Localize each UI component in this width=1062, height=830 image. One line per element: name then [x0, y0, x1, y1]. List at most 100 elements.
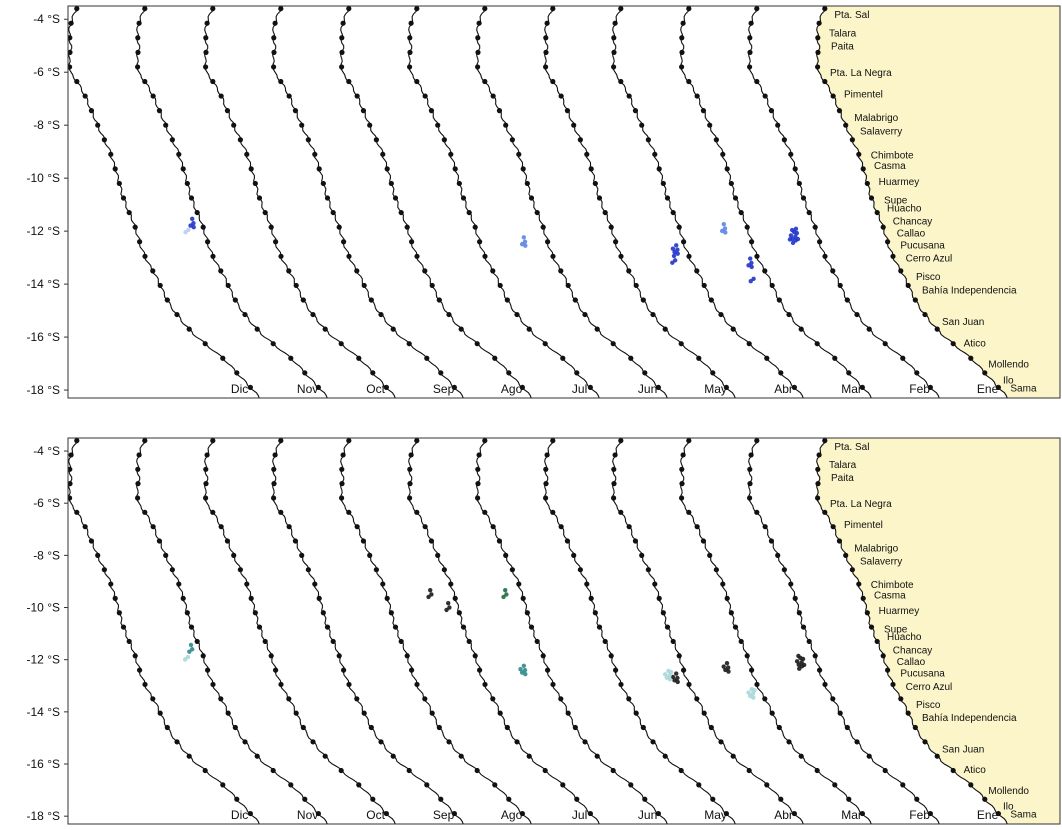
coast-marker — [339, 481, 345, 487]
coast-marker — [378, 311, 384, 318]
coast-marker — [150, 93, 156, 99]
town-label: Bahía Independencia — [922, 713, 1017, 724]
coast-marker — [602, 209, 608, 216]
coast-marker — [135, 49, 141, 55]
coast-marker — [514, 311, 520, 318]
coastline-abr — [611, 438, 804, 824]
coast-marker — [565, 710, 571, 716]
coast-marker — [210, 6, 216, 12]
coast-marker — [618, 438, 624, 444]
coast-marker — [231, 552, 237, 558]
coast-marker — [422, 268, 428, 274]
coastline-nov — [135, 6, 328, 398]
coastline-ene — [815, 6, 1008, 398]
coast-marker — [174, 311, 180, 318]
coast-marker — [686, 253, 692, 259]
catch-cluster-jul — [426, 587, 434, 600]
coast-marker — [762, 268, 768, 274]
coast-marker — [950, 767, 956, 774]
coast-marker — [356, 782, 362, 788]
coast-marker — [268, 653, 274, 659]
coast-marker — [68, 481, 73, 487]
coast-marker — [135, 64, 141, 70]
coast-marker — [477, 239, 483, 245]
coast-marker — [474, 767, 480, 774]
coast-marker — [176, 151, 182, 157]
coast-marker — [254, 326, 260, 332]
coast-marker — [378, 739, 384, 745]
coastline-mar — [679, 438, 872, 824]
coast-marker — [436, 297, 442, 303]
coast-marker — [273, 667, 279, 673]
map-panel-1: -4 °S -6 °S -8 °S -10 °S -12 °S -14 °S -16 °S -… — [27, 5, 1061, 399]
coast-marker — [116, 610, 122, 616]
lat-tick-label: -6 °S — [33, 496, 60, 510]
coast-marker — [82, 524, 88, 530]
coast-marker — [316, 166, 322, 172]
town-label: Chimbote — [871, 580, 914, 591]
coast-marker — [792, 166, 798, 172]
coast-marker — [732, 624, 739, 630]
coast-marker — [490, 524, 496, 530]
coast-marker — [210, 438, 216, 444]
coast-marker — [868, 195, 875, 201]
coast-marker — [286, 524, 292, 530]
town-label: Pta. Sal — [834, 442, 869, 453]
coast-marker — [837, 282, 843, 289]
coast-marker — [890, 681, 896, 688]
coast-marker — [68, 466, 73, 472]
coast-marker — [388, 610, 394, 616]
town-label: Huacho — [887, 632, 922, 643]
coast-marker — [788, 151, 794, 157]
coast-marker — [710, 796, 716, 802]
coast-marker — [564, 108, 571, 114]
coast-marker — [748, 452, 754, 458]
coast-marker — [558, 524, 564, 530]
coast-marker — [781, 567, 787, 573]
coast-marker — [768, 108, 775, 114]
lat-tick-label: -14 °S — [27, 705, 60, 719]
town-label: Pucusana — [900, 669, 945, 680]
coast-marker — [278, 509, 284, 515]
coast-marker — [534, 209, 540, 216]
coast-marker — [543, 466, 549, 472]
coast-marker — [859, 810, 866, 817]
coast-marker — [632, 108, 639, 114]
coast-marker — [441, 137, 447, 143]
coast-marker — [679, 49, 685, 55]
coast-marker — [681, 239, 687, 245]
map-panel-2: -4 °S -6 °S -8 °S -10 °S -12 °S -14 °S -16 °S -… — [27, 437, 1061, 825]
coast-marker — [747, 49, 753, 55]
coast-marker — [626, 696, 632, 702]
coast-marker — [934, 753, 940, 759]
month-label-jul: Jul — [572, 808, 587, 822]
catch-cluster-feb — [794, 653, 807, 671]
coast-marker — [645, 567, 651, 573]
coast-marker — [543, 495, 549, 501]
coast-marker — [101, 567, 107, 573]
coast-marker — [338, 341, 344, 347]
coast-marker — [218, 93, 224, 99]
coast-marker — [322, 753, 328, 759]
coast-marker — [320, 180, 326, 187]
coast-marker — [496, 538, 503, 544]
coast-marker — [142, 509, 148, 515]
coast-marker — [676, 224, 682, 230]
coast-marker — [720, 581, 726, 587]
lat-tick-label: -18 °S — [27, 809, 60, 823]
coast-marker — [339, 64, 345, 70]
coast-marker — [696, 355, 702, 361]
month-label-dic: Dic — [231, 382, 248, 396]
town-label: Pimentel — [844, 89, 883, 100]
coast-marker — [592, 610, 598, 616]
coast-marker — [506, 796, 512, 802]
coast-marker — [550, 78, 556, 85]
coast-marker — [914, 370, 920, 376]
coast-marker — [503, 552, 509, 558]
catch-cluster-abr — [662, 668, 674, 682]
coast-marker — [696, 782, 702, 788]
town-label: Pisco — [916, 700, 941, 711]
coast-marker — [633, 710, 639, 716]
coast-marker — [174, 739, 180, 745]
coast-marker — [700, 538, 707, 544]
